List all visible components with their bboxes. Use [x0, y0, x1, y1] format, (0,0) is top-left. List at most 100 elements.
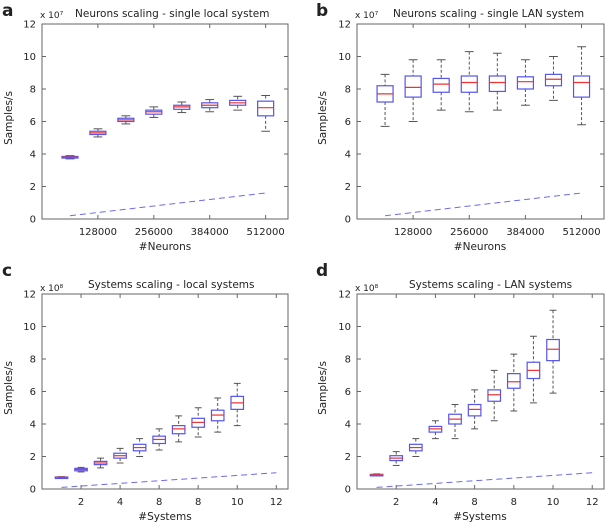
y-tick-label: 12	[23, 290, 36, 301]
x-tick-label: 10	[231, 497, 244, 508]
x-tick-label: 8	[156, 497, 162, 508]
box-8	[506, 353, 521, 412]
panel-b-xlabel: #Neurons	[454, 241, 506, 253]
box-7	[229, 95, 247, 111]
y-tick-label: 0	[30, 215, 36, 226]
x-tick-label: 12	[586, 497, 599, 508]
panel-a-letter: a	[2, 1, 13, 21]
x-tick-label: 2	[78, 497, 84, 508]
y-tick-label: 8	[30, 85, 36, 96]
y-tick-label: 2	[345, 182, 351, 193]
box-2	[404, 59, 422, 122]
box-6	[201, 99, 219, 113]
y-tick-label: 10	[338, 52, 351, 63]
y-tick-label: 6	[30, 117, 36, 128]
y-tick-label: 0	[345, 215, 351, 226]
box-iqr	[404, 75, 422, 98]
box-1	[61, 155, 79, 160]
x-tick-label: 2	[393, 497, 399, 508]
box-iqr	[516, 76, 535, 90]
box-2	[389, 451, 404, 466]
panel-d-ylabel: Samples/s	[317, 361, 329, 415]
y-tick-label: 0	[345, 485, 351, 496]
box-iqr	[467, 403, 482, 417]
y-tick-label: 8	[345, 85, 351, 96]
panel-d: d x 10⁸ Systems scaling - LAN systems Sa…	[316, 261, 605, 523]
box-5	[448, 404, 462, 440]
box-8	[191, 407, 206, 438]
box-4	[113, 447, 127, 464]
box-5	[132, 438, 147, 457]
box-5	[173, 101, 191, 114]
panel-a-title: Neurons scaling - single local system	[75, 8, 269, 20]
y-tick-label: 4	[345, 150, 351, 161]
panel-b-letter: b	[316, 1, 328, 21]
box-9	[210, 397, 225, 433]
reference-line	[376, 472, 593, 488]
y-tick-label: 4	[30, 420, 36, 431]
box-10	[230, 382, 245, 427]
y-tick-label: 12	[338, 20, 351, 31]
panel-b-title: Neurons scaling - single LAN system	[393, 8, 584, 20]
panel-b-ylabel: Samples/s	[317, 91, 329, 145]
x-tick-label: 4	[432, 497, 438, 508]
box-4	[428, 420, 443, 440]
x-tick-label: 128000	[394, 227, 432, 238]
box-4	[145, 106, 163, 118]
y-tick-label: 8	[345, 355, 351, 366]
y-tick-label: 10	[23, 52, 36, 63]
panel-c-ylabel: Samples/s	[3, 361, 15, 415]
reference-line	[69, 192, 266, 217]
x-tick-label: 384000	[191, 227, 229, 238]
box-iqr	[544, 73, 563, 87]
panel-d-title: Systems scaling - LAN systems	[409, 279, 572, 291]
box-7	[171, 415, 186, 443]
box-3	[432, 59, 450, 111]
box-6	[516, 59, 535, 106]
panel-c: c x 10⁸ Systems scaling - local systems …	[2, 261, 289, 523]
reference-line	[61, 472, 277, 488]
x-tick-label: 128000	[79, 227, 117, 238]
box-iqr	[460, 75, 478, 93]
box-iqr	[546, 338, 560, 362]
x-tick-label: 8	[195, 497, 201, 508]
y-tick-label: 10	[23, 322, 36, 333]
y-tick-label: 4	[30, 150, 36, 161]
x-tick-label: 10	[547, 497, 560, 508]
box-1	[54, 476, 69, 480]
panel-a-xlabel: #Neurons	[139, 241, 191, 253]
box-7	[544, 56, 563, 101]
y-tick-label: 6	[345, 387, 351, 398]
panel-c-plot: 0 2 4 6 8 10 12 2 4 8 8 10 12	[23, 290, 289, 508]
panel-a: a x 10⁷ Neurons scaling - single local s…	[2, 1, 289, 253]
box-4	[460, 51, 478, 113]
box-9	[526, 335, 541, 404]
x-tick-label: 256000	[450, 227, 488, 238]
x-tick-label: 256000	[135, 227, 173, 238]
panel-b-plot: 0 2 4 6 8 10 12 128000 256000 384000 512000	[338, 20, 605, 238]
plot-frame	[356, 23, 605, 220]
panel-c-exponent: x 10⁸	[40, 284, 64, 294]
x-tick-label: 512000	[562, 227, 600, 238]
x-tick-label: 512000	[247, 227, 285, 238]
box-2	[74, 466, 88, 473]
plot-frame	[41, 293, 289, 490]
box-iqr	[171, 425, 186, 435]
x-tick-label: 4	[117, 497, 123, 508]
x-tick-label: 384000	[506, 227, 544, 238]
reference-line	[385, 192, 582, 217]
y-tick-label: 12	[338, 290, 351, 301]
box-8	[257, 95, 275, 132]
box-iqr	[506, 373, 521, 389]
x-tick-label: 12	[270, 497, 283, 508]
box-1	[376, 73, 394, 127]
panel-a-plot: 0 2 4 6 8 10 12 128000 256000 384000 512000	[23, 20, 289, 238]
plot-frame	[356, 293, 605, 490]
box-iqr	[432, 77, 450, 93]
y-tick-label: 2	[345, 452, 351, 463]
box-6	[467, 389, 482, 430]
panel-d-xlabel: #Systems	[453, 511, 506, 523]
x-tick-label: 8	[471, 497, 477, 508]
panel-d-plot: 0 2 4 6 8 10 12 2 4 8 8 10 12	[338, 290, 605, 508]
panel-b-exponent: x 10⁷	[355, 11, 379, 21]
